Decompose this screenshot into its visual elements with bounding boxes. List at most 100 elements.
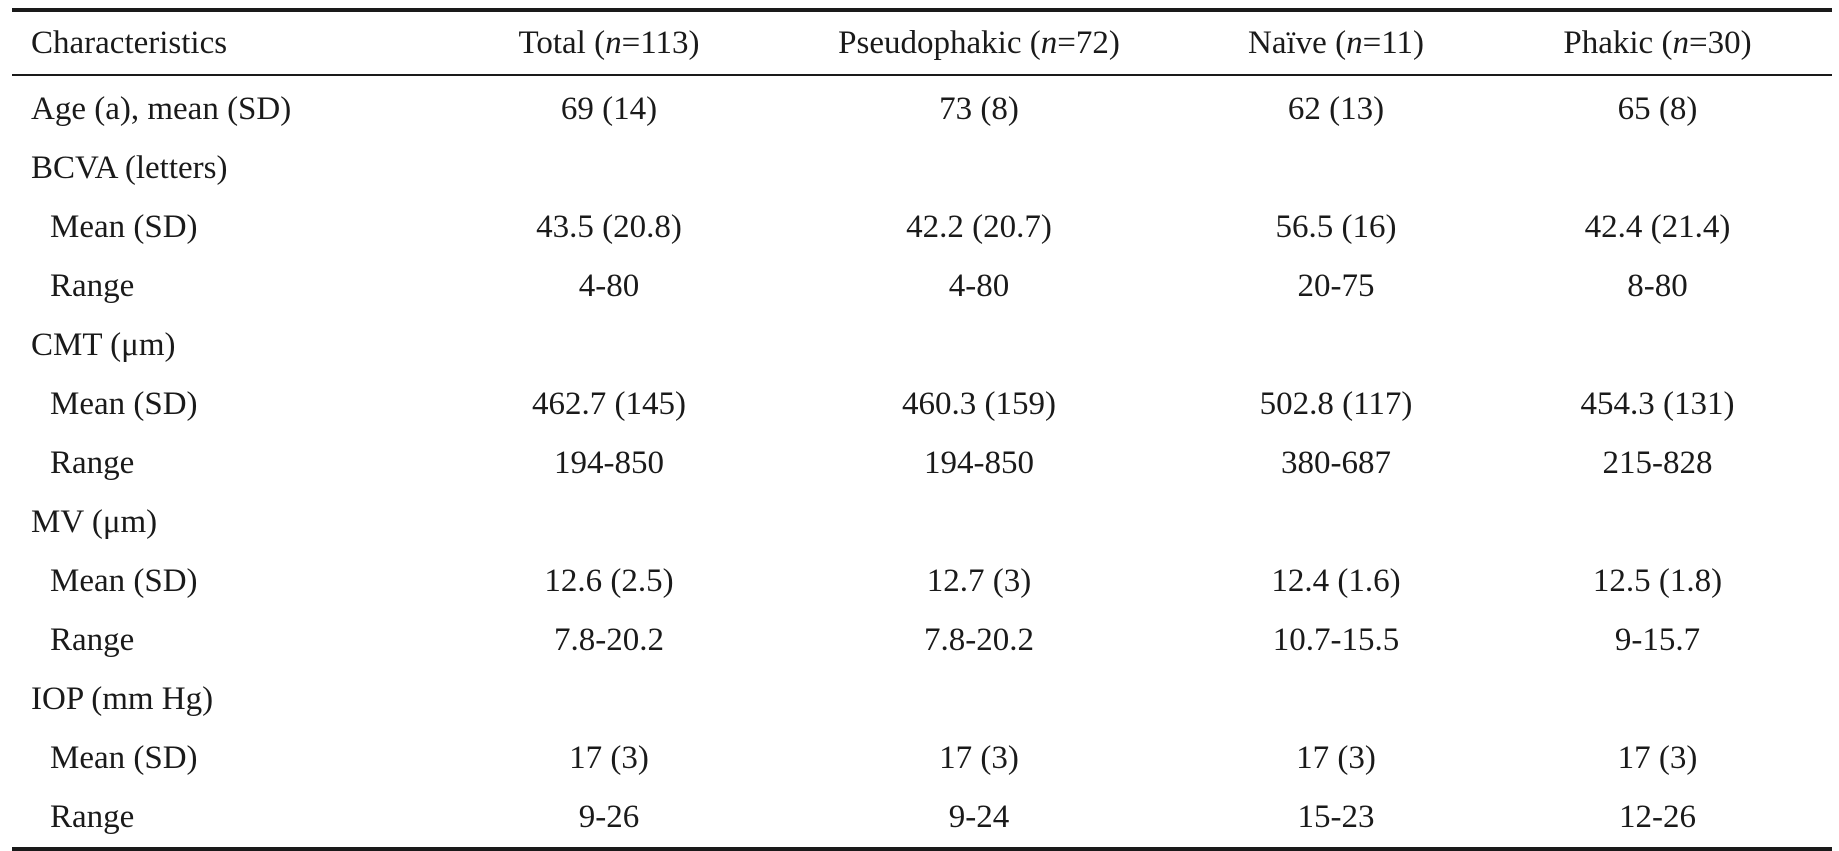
header-phakic-name: Phakic (1563, 24, 1654, 61)
cell-naive (1189, 139, 1483, 198)
group-label: MV (μm) (31, 504, 158, 540)
cell-pseudophakic: 42.2 (20.7) (906, 209, 1052, 245)
cell-naive: 62 (13) (1287, 91, 1385, 127)
cell-phakic: 9-15.7 (1614, 622, 1701, 658)
cell-phakic (1483, 670, 1832, 729)
row-iop-range: Range 9-26 9-24 15-23 12-26 (12, 788, 1832, 849)
cell-pseudophakic: 194-850 (924, 445, 1034, 481)
row-label: Mean (SD) (50, 563, 198, 599)
cell-pseudophakic (769, 670, 1189, 729)
row-bcva-mean: Mean (SD) 43.5 (20.8) 42.2 (20.7) 56.5 (… (12, 198, 1832, 257)
row-bcva-group: BCVA (letters) (12, 139, 1832, 198)
row-age: Age (a), mean (SD) 69 (14) 73 (8) 62 (13… (12, 75, 1832, 139)
row-cmt-range: Range 194-850 194-850 380-687 215-828 (12, 434, 1832, 493)
header-row: Characteristics Total (n=113) Pseudophak… (12, 10, 1832, 75)
cell-phakic: 12-26 (1619, 799, 1696, 835)
cell-naive (1189, 493, 1483, 552)
header-phakic: Phakic (n=30) (1563, 24, 1752, 61)
cell-total: 7.8-20.2 (554, 622, 664, 658)
header-pseudophakic-name: Pseudophakic (838, 24, 1022, 61)
header-naive-n: n (1346, 24, 1363, 61)
cell-pseudophakic (769, 139, 1189, 198)
cell-pseudophakic (769, 493, 1189, 552)
cell-total: 12.6 (2.5) (544, 563, 674, 599)
cell-phakic (1483, 316, 1832, 375)
cell-phakic: 65 (8) (1617, 91, 1698, 127)
row-mv-range: Range 7.8-20.2 7.8-20.2 10.7-15.5 9-15.7 (12, 611, 1832, 670)
cell-phakic: 17 (3) (1617, 740, 1698, 776)
characteristics-table: Characteristics Total (n=113) Pseudophak… (12, 8, 1832, 851)
header-characteristics: Characteristics (31, 24, 228, 61)
row-label: Range (50, 799, 135, 835)
cell-naive (1189, 316, 1483, 375)
cell-total: 17 (3) (569, 740, 649, 776)
cell-total (449, 670, 769, 729)
cell-total (449, 139, 769, 198)
cell-naive: 15-23 (1297, 799, 1375, 835)
cell-pseudophakic: 12.7 (3) (926, 563, 1032, 599)
cell-phakic (1483, 493, 1832, 552)
header-total: Total (n=113) (518, 24, 700, 61)
cell-naive: 12.4 (1.6) (1271, 563, 1401, 599)
row-label: Mean (SD) (50, 209, 198, 245)
cell-phakic: 215-828 (1602, 445, 1713, 481)
header-pseudophakic-n: n (1040, 24, 1058, 61)
cell-total (449, 316, 769, 375)
row-label: Range (50, 622, 135, 658)
cell-pseudophakic: 7.8-20.2 (924, 622, 1034, 658)
cell-pseudophakic: 17 (3) (939, 740, 1019, 776)
cell-naive: 502.8 (117) (1259, 386, 1413, 422)
row-label: Mean (SD) (50, 386, 198, 422)
header-pseudophakic-count: =72 (1057, 24, 1109, 61)
cell-naive: 10.7-15.5 (1272, 622, 1400, 658)
cell-pseudophakic: 9-24 (948, 799, 1010, 835)
group-label: CMT (μm) (31, 327, 176, 363)
row-iop-group: IOP (mm Hg) (12, 670, 1832, 729)
row-mv-group: MV (μm) (12, 493, 1832, 552)
cell-pseudophakic: 460.3 (159) (902, 386, 1056, 422)
row-mv-mean: Mean (SD) 12.6 (2.5) 12.7 (3) 12.4 (1.6)… (12, 552, 1832, 611)
header-naive-name: Naïve (1248, 24, 1327, 61)
cell-pseudophakic (769, 316, 1189, 375)
cell-total: 9-26 (578, 799, 640, 835)
cell-naive: 17 (3) (1296, 740, 1376, 776)
cell-phakic: 42.4 (21.4) (1584, 209, 1731, 245)
row-label: Range (50, 268, 135, 304)
header-naive: Naïve (n=11) (1248, 24, 1424, 61)
row-label: Age (a), mean (SD) (31, 91, 292, 127)
row-label: Range (50, 445, 135, 481)
header-phakic-n: n (1672, 24, 1689, 61)
cell-pseudophakic: 4-80 (948, 268, 1010, 304)
table-header: Characteristics Total (n=113) Pseudophak… (12, 10, 1832, 75)
cell-phakic: 12.5 (1.8) (1592, 563, 1723, 599)
cell-total: 4-80 (578, 268, 640, 304)
header-total-n: n (605, 24, 622, 61)
row-bcva-range: Range 4-80 4-80 20-75 8-80 (12, 257, 1832, 316)
cell-phakic: 454.3 (131) (1580, 386, 1735, 422)
cell-total: 69 (14) (560, 91, 658, 127)
header-total-name: Total (518, 24, 586, 61)
cell-total: 462.7 (145) (532, 386, 686, 422)
row-cmt-group: CMT (μm) (12, 316, 1832, 375)
group-label: IOP (mm Hg) (31, 681, 214, 717)
cell-total: 194-850 (554, 445, 664, 481)
cell-naive (1189, 670, 1483, 729)
header-total-count: =113 (621, 24, 689, 61)
cell-total: 43.5 (20.8) (536, 209, 682, 245)
characteristics-table-container: Characteristics Total (n=113) Pseudophak… (12, 8, 1832, 851)
cell-naive: 20-75 (1297, 268, 1375, 304)
cell-phakic: 8-80 (1627, 268, 1688, 304)
cell-pseudophakic: 73 (8) (939, 91, 1019, 127)
row-label: Mean (SD) (50, 740, 198, 776)
cell-naive: 56.5 (16) (1275, 209, 1397, 245)
cell-naive: 380-687 (1281, 445, 1391, 481)
header-naive-count: =11 (1362, 24, 1413, 61)
header-phakic-count: =30 (1688, 24, 1741, 61)
header-pseudophakic: Pseudophakic (n=72) (838, 24, 1120, 61)
table-body: Age (a), mean (SD) 69 (14) 73 (8) 62 (13… (12, 75, 1832, 849)
cell-phakic (1483, 139, 1832, 198)
group-label: BCVA (letters) (31, 150, 228, 186)
cell-total (449, 493, 769, 552)
row-cmt-mean: Mean (SD) 462.7 (145) 460.3 (159) 502.8 … (12, 375, 1832, 434)
row-iop-mean: Mean (SD) 17 (3) 17 (3) 17 (3) 17 (3) (12, 729, 1832, 788)
